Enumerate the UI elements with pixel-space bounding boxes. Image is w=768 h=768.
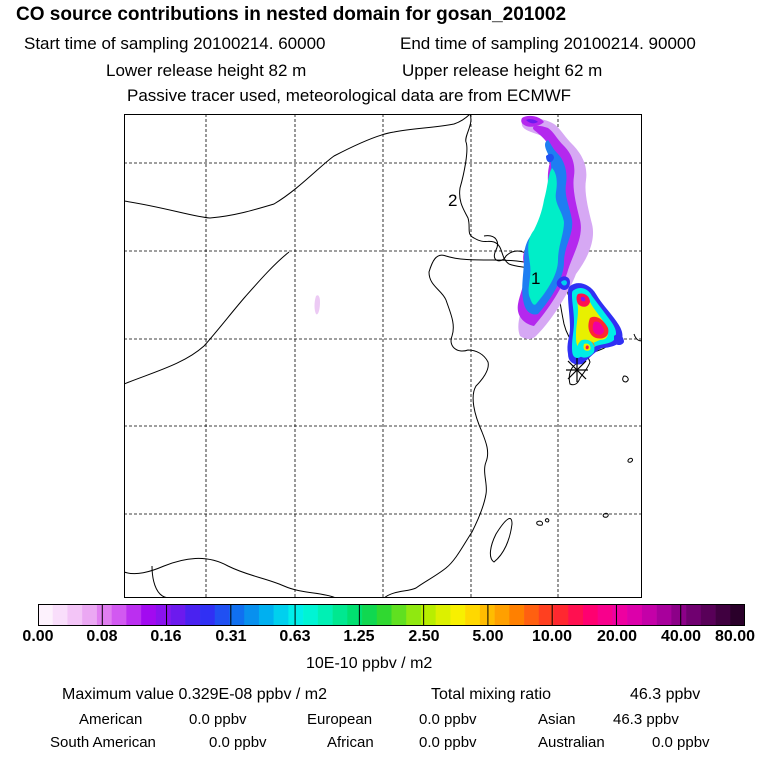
colorbar-tick: 0.08 — [86, 628, 118, 645]
region-south-american-label: South American — [50, 734, 156, 751]
colorbar-segment — [332, 604, 348, 626]
colorbar-segment — [170, 604, 186, 626]
region-asian-value: 46.3 ppbv — [613, 711, 679, 728]
colorbar-tick: 40.00 — [660, 628, 702, 645]
region-asian-label: Asian — [538, 711, 576, 728]
colorbar-segment — [627, 604, 643, 626]
colorbar-segment — [509, 604, 525, 626]
colorbar — [38, 604, 745, 626]
colorbar-segment — [538, 604, 554, 626]
colorbar-segment — [612, 604, 628, 626]
region-australian-label: Australian — [538, 734, 605, 751]
colorbar-segment — [715, 604, 731, 626]
colorbar-unit: 10E-10 ppbv / m2 — [306, 655, 433, 672]
colorbar-tick: 0.63 — [279, 628, 311, 645]
colorbar-segment — [258, 604, 274, 626]
region-south-american-value: 0.0 ppbv — [209, 734, 267, 751]
plume-label-2: 2 — [448, 191, 458, 210]
colorbar-segment — [376, 604, 392, 626]
map-panel — [124, 114, 642, 598]
colorbar-segment — [700, 604, 716, 626]
colorbar-segment — [435, 604, 451, 626]
colorbar-segment — [244, 604, 260, 626]
plume-label-1: 1 — [531, 269, 541, 288]
colorbar-segment — [229, 604, 245, 626]
colorbar-segment — [494, 604, 510, 626]
colorbar-segment — [553, 604, 569, 626]
maximum-value-label: Maximum value 0.329E-08 ppbv / m2 — [62, 686, 328, 703]
colorbar-segment — [111, 604, 127, 626]
colorbar-segment — [52, 604, 68, 626]
colorbar-segment — [347, 604, 363, 626]
start-time-label: Start time of sampling 20100214. 60000 — [24, 34, 326, 53]
colorbar-segment — [38, 604, 54, 626]
colorbar-segment — [479, 604, 495, 626]
colorbar-segment — [597, 604, 613, 626]
colorbar-tick: 0.16 — [150, 628, 182, 645]
end-time-label: End time of sampling 20100214. 90000 — [400, 34, 696, 53]
region-american-value: 0.0 ppbv — [189, 711, 247, 728]
colorbar-segment — [214, 604, 230, 626]
tracer-note: Passive tracer used, meteorological data… — [127, 86, 572, 105]
colorbar-segment — [641, 604, 657, 626]
colorbar-segment — [126, 604, 142, 626]
region-african-label: African — [327, 734, 374, 751]
receptor-marker — [566, 358, 588, 382]
colorbar-segment — [82, 604, 98, 626]
colorbar-segment — [656, 604, 672, 626]
total-mixing-ratio-value: 46.3 ppbv — [630, 686, 701, 703]
colorbar-segment — [406, 604, 422, 626]
lower-release-height-label: Lower release height 82 m — [106, 61, 307, 80]
colorbar-segment — [524, 604, 540, 626]
colorbar-tick: 5.00 — [472, 628, 504, 645]
colorbar-border — [38, 604, 745, 626]
colorbar-segment — [465, 604, 481, 626]
region-european-label: European — [307, 711, 373, 728]
colorbar-segment — [730, 604, 745, 626]
colorbar-segment — [317, 604, 333, 626]
colorbar-segment — [568, 604, 584, 626]
colorbar-tick: 10.00 — [531, 628, 573, 645]
region-european-value: 0.0 ppbv — [419, 711, 477, 728]
colorbar-tick: 0.31 — [215, 628, 247, 645]
colorbar-segment — [362, 604, 378, 626]
colorbar-segment — [686, 604, 702, 626]
colorbar-tick: 0.00 — [22, 628, 54, 645]
colorbar-segment — [96, 604, 112, 626]
colorbar-segment — [185, 604, 201, 626]
colorbar-tick: 2.50 — [408, 628, 440, 645]
colorbar-segment — [391, 604, 407, 626]
colorbar-segment — [155, 604, 171, 626]
colorbar-segment — [303, 604, 319, 626]
colorbar-segment — [67, 604, 83, 626]
colorbar-segment — [450, 604, 466, 626]
colorbar-segment — [420, 604, 436, 626]
colorbar-segment — [200, 604, 216, 626]
region-australian-value: 0.0 ppbv — [652, 734, 710, 751]
colorbar-tick: 20.00 — [596, 628, 638, 645]
colorbar-segment — [288, 604, 304, 626]
colorbar-segment — [273, 604, 289, 626]
map-frame — [124, 114, 642, 598]
total-mixing-ratio-label: Total mixing ratio — [431, 686, 552, 703]
colorbar-tick: 80.00 — [714, 628, 756, 645]
colorbar-segment — [141, 604, 157, 626]
faint-plume — [314, 295, 320, 315]
upper-release-height-label: Upper release height 62 m — [402, 61, 603, 80]
plume-1 — [556, 276, 624, 365]
colorbar-segment — [582, 604, 599, 626]
colorbar-segment — [671, 604, 687, 626]
plume-2 — [517, 115, 594, 339]
page-title: CO source contributions in nested domain… — [16, 4, 567, 25]
region-african-value: 0.0 ppbv — [419, 734, 477, 751]
colorbar-tick: 1.25 — [343, 628, 375, 645]
region-american-label: American — [79, 711, 143, 728]
coastlines — [124, 114, 642, 598]
